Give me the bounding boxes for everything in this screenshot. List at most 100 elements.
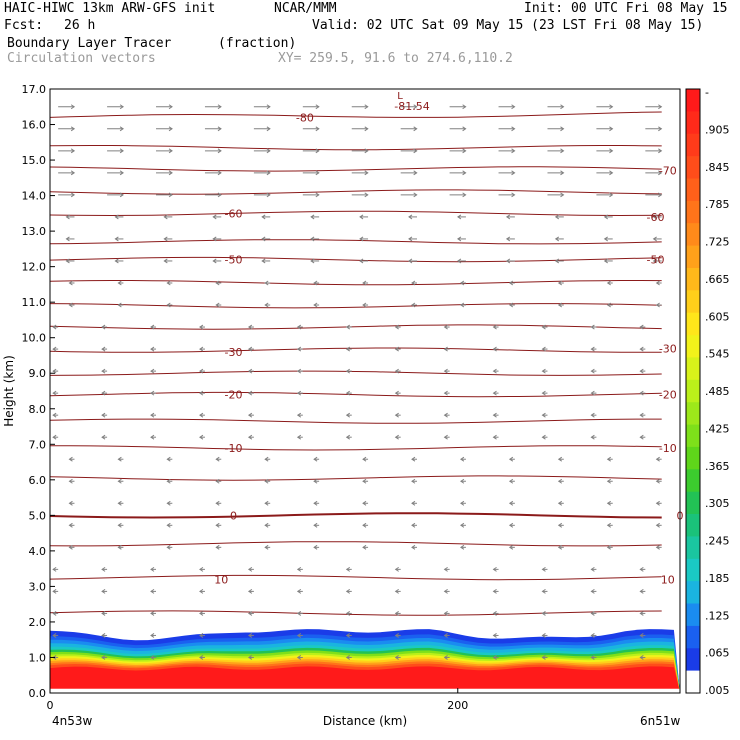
vector-head <box>215 456 220 462</box>
vector-head <box>557 500 563 506</box>
vector-head <box>168 170 173 176</box>
vector-head <box>315 104 320 110</box>
isotherm-label: -70 <box>659 165 677 178</box>
vector-head <box>443 412 448 418</box>
vector-head <box>264 302 269 308</box>
isotherm-line <box>49 512 662 519</box>
vector-head <box>359 236 364 242</box>
colorbar-swatch <box>686 648 700 672</box>
colorbar-swatch <box>686 402 700 426</box>
vector-head <box>68 302 73 308</box>
colorbar-frame <box>685 88 701 694</box>
vector-head <box>462 126 467 132</box>
vector-head <box>590 346 595 352</box>
isotherm-label: -50 <box>225 254 243 267</box>
vector-head <box>639 588 644 594</box>
vector-head <box>166 522 171 528</box>
colorbar-swatch <box>686 558 700 582</box>
vector-head <box>101 566 106 572</box>
vector-head <box>609 170 614 176</box>
y-tick-label: 17.0 <box>22 83 47 96</box>
vector-head <box>345 633 351 638</box>
isotherm-label: 10 <box>661 573 675 586</box>
vector-head <box>655 500 660 506</box>
vector-head <box>411 522 416 528</box>
vector-head <box>70 104 76 110</box>
vector-head <box>261 258 266 264</box>
vector-head <box>247 566 253 572</box>
vector-head <box>168 192 173 198</box>
vector-head <box>247 390 253 396</box>
vector-head <box>296 633 302 638</box>
vector-head <box>264 500 269 506</box>
vector-head <box>408 236 413 242</box>
vector-head <box>606 522 611 528</box>
vector-head <box>313 500 318 506</box>
vector-head <box>541 566 546 572</box>
colorbar-swatch <box>686 469 700 493</box>
vector-head <box>639 633 644 638</box>
vector-head <box>266 148 271 154</box>
vector-head <box>199 412 204 418</box>
vector-head <box>217 192 222 198</box>
isotherm-line <box>49 189 662 195</box>
colorbar-swatch <box>686 200 700 224</box>
vector-head <box>168 104 173 110</box>
vector-head <box>247 434 253 440</box>
vector-head <box>557 302 563 308</box>
org-label: NCAR/MMM <box>274 1 337 16</box>
vector-head <box>655 280 660 286</box>
vector-head <box>394 368 399 374</box>
vector-head <box>541 390 546 396</box>
vector-head <box>101 633 106 638</box>
vector-head <box>296 566 302 572</box>
plot-frame <box>49 88 681 694</box>
vector-head <box>603 236 608 242</box>
vector-head <box>345 368 351 374</box>
vector-head <box>150 566 155 572</box>
vector-head <box>313 544 318 550</box>
vector-head <box>394 588 399 594</box>
colorbar-swatch <box>686 379 700 403</box>
vector-head <box>541 588 546 594</box>
vector-head <box>603 258 608 264</box>
vector-head <box>511 126 516 132</box>
y-tick-label: 3.0 <box>29 580 47 593</box>
y-tick-label: 4.0 <box>29 545 47 558</box>
vector-head <box>296 346 302 352</box>
vector-head <box>658 126 663 132</box>
colorbar-label: .305 <box>705 497 730 510</box>
vector-head <box>606 456 611 462</box>
vector-head <box>163 214 168 220</box>
vector-head <box>217 126 222 132</box>
colorbar-label: .605 <box>705 310 730 323</box>
vector-head <box>394 655 399 660</box>
vector-head <box>655 544 660 550</box>
xy-range: XY= 259.5, 91.6 to 274.6,110.2 <box>278 51 513 66</box>
vector-head <box>296 655 302 660</box>
colorbar-label: .905 <box>705 123 730 136</box>
vector-head <box>394 346 399 352</box>
vector-head <box>462 170 467 176</box>
vector-head <box>150 633 155 638</box>
isotherm-line <box>49 303 662 309</box>
y-tick-label: 5.0 <box>29 509 47 522</box>
colorbar-swatch <box>686 625 700 649</box>
vector-head <box>505 214 511 220</box>
x-axis-label: Distance (km) <box>323 714 407 728</box>
y-tick-label: 2.0 <box>29 616 47 629</box>
vector-head <box>163 258 168 264</box>
vector-head <box>217 104 222 110</box>
vector-head <box>101 434 106 440</box>
vector-head <box>511 148 516 154</box>
vector-head <box>639 412 644 418</box>
vector-head <box>150 346 155 352</box>
vector-head <box>345 412 351 418</box>
vector-head <box>65 258 70 264</box>
colorbar-swatch <box>686 603 700 627</box>
vector-head <box>345 390 351 396</box>
vector-head <box>364 126 369 132</box>
vector-head <box>215 302 220 308</box>
vector-head <box>247 588 253 594</box>
